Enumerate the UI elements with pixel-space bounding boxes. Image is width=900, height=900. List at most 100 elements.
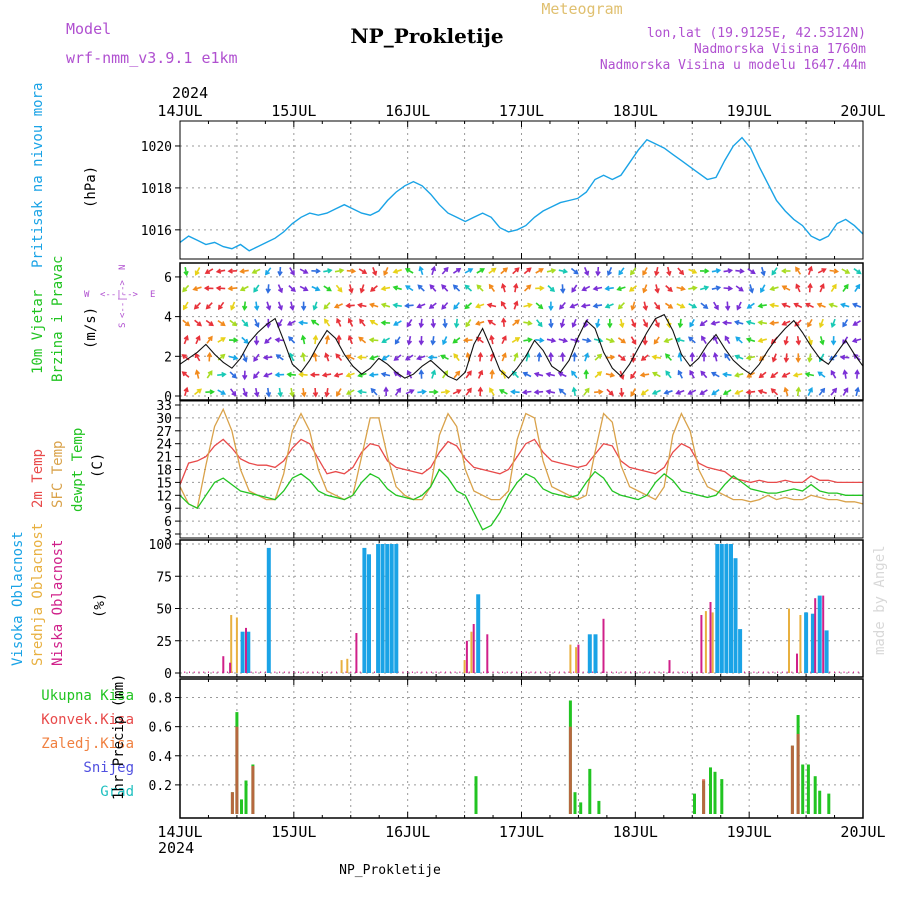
wind-arrow-head <box>232 321 238 327</box>
wind-arrow-head <box>368 337 375 343</box>
wind-arrow-head <box>584 387 590 393</box>
wind-arrow-head <box>206 351 213 358</box>
compass-n: N <box>118 265 128 270</box>
low-cloud-bar <box>668 660 671 673</box>
wind-arrow-head <box>689 351 695 358</box>
lonlat-text: lon,lat (19.9125E, 42.5312N) <box>647 26 866 41</box>
precip-conv-bar <box>790 745 794 814</box>
wind-arrow-head <box>418 340 425 346</box>
high-cloud-bar <box>729 544 733 673</box>
wind-arrow-head <box>181 354 187 360</box>
wind-arrow-head <box>253 356 259 362</box>
legend-snow: Snijeg <box>83 760 134 776</box>
precip-legend: Ukupna Kisa Konvek.Kisa Zaledj.Kisa Snij… <box>41 688 134 800</box>
wind-arrow-head <box>242 391 248 398</box>
wind-arrow-head <box>548 322 554 329</box>
legend-conv: Konvek.Kisa <box>41 712 134 728</box>
wind-arrow-head <box>713 305 719 311</box>
wind-arrow-head <box>511 370 517 376</box>
wind-arrow-head <box>595 271 601 277</box>
precip-conv-bar <box>230 792 234 814</box>
low-cloud-bar <box>700 615 703 673</box>
wind-arrow-head <box>513 300 519 306</box>
precip-total-bar <box>801 764 805 814</box>
wind-arrow-head <box>596 371 603 377</box>
wind-arrow-head <box>253 340 260 346</box>
wind-arrow-head <box>205 304 211 310</box>
wind-arrow-head <box>758 373 764 379</box>
wind-arrow-head <box>486 302 493 308</box>
wind-arrow-head <box>345 390 352 395</box>
wind-arrow-head <box>243 321 249 327</box>
wind-arrow-head <box>781 372 787 378</box>
temp-ytick-label: 21 <box>156 451 172 466</box>
low-cloud-bar <box>355 633 358 673</box>
high-cloud-bar <box>738 629 743 673</box>
temp-unit: (C) <box>90 453 106 478</box>
wind-arrow-head <box>527 320 533 326</box>
wind-arrow-head <box>642 340 648 346</box>
wind-arrow-head <box>383 270 389 277</box>
wind-arrow-head <box>680 303 686 309</box>
wind-arrow-head <box>220 321 226 327</box>
wind-arrow-head <box>209 389 215 395</box>
precip-conv-bar <box>796 733 800 814</box>
bottom-date-label: 20JUL <box>840 823 885 841</box>
wind-arrow-head <box>562 268 569 274</box>
temp-ytick-label: 30 <box>156 412 172 427</box>
wind-arrow-head <box>513 282 519 289</box>
top-date-label: 18JUL <box>613 102 658 120</box>
wind-arrow-head <box>456 389 462 395</box>
top-date-label: 20JUL <box>840 102 885 120</box>
wind-arrow-head <box>828 302 834 308</box>
wind-arrow-head <box>757 389 764 395</box>
wind-arrow-head <box>736 305 742 311</box>
mid-cloud-bar <box>463 660 466 673</box>
wind-arrow-head <box>643 322 648 328</box>
wind-arrow-head <box>832 387 838 394</box>
wind-arrow-head <box>429 284 435 290</box>
high-cloud-bar <box>593 634 598 673</box>
wind-arrow-head <box>807 265 813 272</box>
mid-cloud-bar <box>799 615 802 673</box>
wind-arrow-head <box>609 337 616 344</box>
wind-arrow-head <box>195 335 201 341</box>
legend-total: Ukupna Kisa <box>41 688 134 704</box>
wind-arrow-head <box>545 389 552 395</box>
wind-arrow-head <box>357 389 363 395</box>
wind-arrow-head <box>620 355 626 361</box>
wind-arrow-head <box>727 268 734 274</box>
high-cloud-bar <box>719 544 724 673</box>
wind-arrow-head <box>489 334 495 341</box>
wind-arrow-head <box>839 354 846 361</box>
wind-arrow-head <box>514 267 520 273</box>
temp-ytick-label: 9 <box>164 502 172 517</box>
wind-arrow-head <box>333 303 340 309</box>
wind-ytick-label: 4 <box>164 311 172 326</box>
wind-arrow-head <box>783 386 789 393</box>
wind-arrow-head <box>617 304 623 310</box>
wind-arrow-head <box>608 390 614 396</box>
credit-text: made by Angel <box>872 545 888 655</box>
wind-arrow-head <box>781 320 787 326</box>
wind-arrow-head <box>275 354 281 360</box>
precip-conv-bar <box>251 766 255 814</box>
wind-arrow-head <box>392 268 399 274</box>
wind-arrow-head <box>242 357 248 363</box>
pressure-line <box>179 136 864 252</box>
wind-arrow-head <box>609 354 616 361</box>
wind-arrow-head <box>466 370 472 376</box>
mid-cloud-bar <box>711 612 714 673</box>
wind-arrow-head <box>655 304 661 311</box>
wind-arrow-head <box>327 268 333 274</box>
wind-arrow-head <box>666 322 672 329</box>
low-cloud-bar <box>796 653 798 673</box>
cloud-unit: (%) <box>92 593 108 618</box>
wind-arrow-head <box>793 302 799 308</box>
wind-arrow-field <box>181 265 862 398</box>
compass-arrows-h: <--|--> <box>100 290 139 300</box>
wind-arrow-head <box>855 283 861 290</box>
wind-arrow-head <box>453 353 459 359</box>
wind-arrow-head <box>711 390 717 396</box>
wind-arrow-head <box>734 354 740 360</box>
